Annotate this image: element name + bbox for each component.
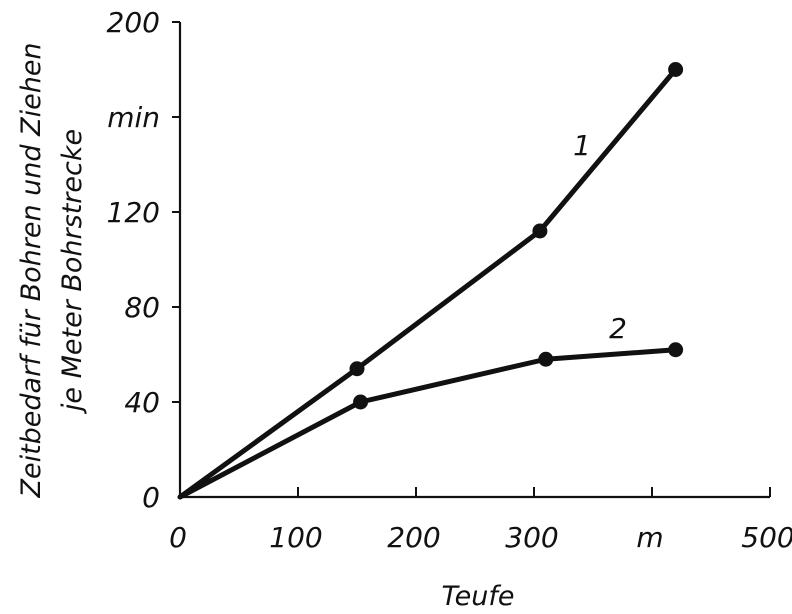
series-1-point	[532, 223, 548, 239]
series-2-line	[177, 347, 679, 500]
y-tick-label: min	[107, 101, 160, 134]
y-axis-title-line-1: Zeitbedarf für Bohren und Ziehen	[16, 42, 47, 498]
series-1-point	[668, 62, 684, 77]
series-1-line	[177, 67, 679, 500]
y-tick-label: 80	[124, 291, 160, 324]
y-tick-label: 40	[124, 386, 160, 419]
x-tick-label: 200	[387, 521, 440, 554]
x-tick-label: 100	[269, 521, 322, 554]
x-tick-label: 0	[169, 521, 187, 554]
y-tick-label: 0	[142, 481, 160, 514]
series-2-point	[668, 342, 684, 358]
y-ticks: 0 40 80 120 min 200	[107, 6, 180, 514]
x-tick-label: 500	[741, 521, 792, 554]
x-tick-label: 300	[505, 521, 558, 554]
y-axis-title: Zeitbedarf für Bohren und Ziehen je Mete…	[16, 42, 88, 498]
x-ticks: 0 100 200 300 m 500	[169, 487, 792, 554]
series-2-label: 2	[609, 312, 627, 345]
axes	[178, 22, 770, 499]
series-1-point	[349, 361, 365, 377]
series-layer: 12	[177, 62, 684, 500]
y-tick-label: 120	[107, 196, 160, 229]
y-axis-title-line-2: je Meter Bohrstrecke	[57, 129, 88, 415]
x-axis-title: Teufe	[442, 581, 515, 612]
series-1-label: 1	[573, 129, 591, 162]
y-tick-label: 200	[107, 6, 160, 39]
x-tick-label: m	[636, 521, 663, 554]
series-2-point	[353, 394, 369, 410]
series-2-point	[538, 351, 554, 367]
